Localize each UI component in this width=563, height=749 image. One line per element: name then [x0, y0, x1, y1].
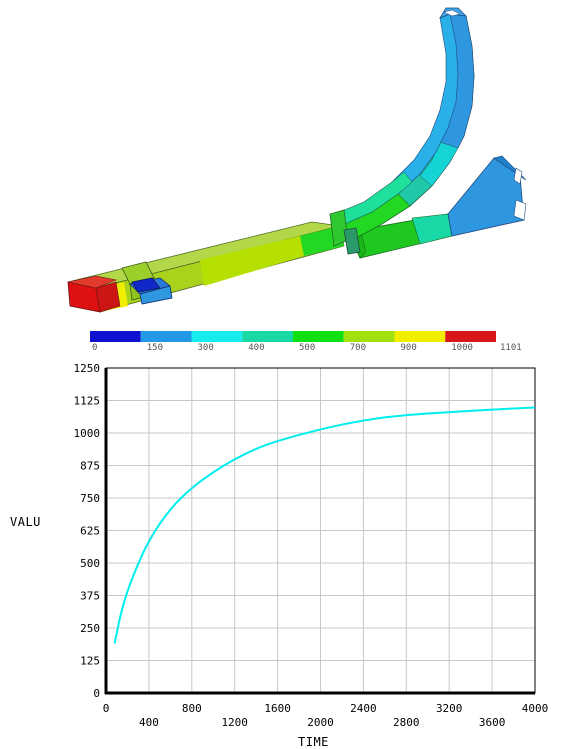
y-tick-label: 500 — [80, 557, 100, 570]
x-axis-title: TIME — [298, 735, 329, 749]
legend-label: 150 — [147, 343, 163, 353]
fe-contour-model — [67, 7, 527, 313]
legend-swatch — [90, 331, 141, 342]
x-tick-label: 1600 — [264, 702, 291, 715]
legend-label: 1000 — [451, 343, 473, 353]
y-tick-label: 125 — [80, 655, 100, 668]
x-tick-label: 1200 — [221, 716, 248, 729]
legend-label: 400 — [248, 343, 264, 353]
legend-swatch — [394, 331, 446, 342]
y-tick-label: 875 — [80, 460, 100, 473]
y-tick-label: 0 — [93, 687, 100, 700]
chart-grid — [106, 368, 535, 693]
y-tick-label: 250 — [80, 622, 100, 635]
y-tick-labels: 0 125 250 375 500 625 750 875 1000 1125 1250 — [74, 362, 101, 700]
x-tick-label: 2800 — [393, 716, 420, 729]
y-tick-label: 1125 — [74, 395, 101, 408]
curved-riser — [329, 7, 475, 241]
legend-labels: 0 150 300 400 500 700 900 1000 1101 — [92, 343, 522, 353]
legend-swatch — [242, 331, 293, 342]
angled-bracket — [347, 155, 527, 259]
y-tick-label: 1000 — [74, 427, 101, 440]
y-axis-title: VALU — [10, 515, 41, 529]
legend-swatch — [293, 331, 344, 342]
legend-swatches — [90, 331, 496, 342]
legend-swatch — [343, 331, 395, 342]
y-tick-label: 375 — [80, 590, 100, 603]
legend-label: 900 — [401, 343, 417, 353]
x-tick-label: 3200 — [436, 702, 463, 715]
legend-label: 300 — [198, 343, 214, 353]
x-tick-label: 2400 — [350, 702, 377, 715]
x-tick-label: 800 — [182, 702, 202, 715]
y-tick-label: 750 — [80, 492, 100, 505]
legend-swatch — [140, 331, 192, 342]
legend-label: 500 — [299, 343, 315, 353]
legend-swatch — [191, 331, 243, 342]
series-line — [113, 406, 536, 644]
x-tick-labels: 0 400 800 1200 1600 2000 2400 2800 3200 3600 4000 — [103, 702, 549, 729]
y-tick-label: 625 — [80, 525, 100, 538]
legend-label: 0 — [92, 343, 97, 353]
x-tick-label: 4000 — [522, 702, 549, 715]
legend-label: 700 — [350, 343, 366, 353]
main-beam — [67, 209, 361, 313]
x-tick-label: 2000 — [307, 716, 334, 729]
y-tick-label: 1250 — [74, 362, 101, 375]
legend-swatch — [445, 331, 496, 342]
x-tick-label: 3600 — [479, 716, 506, 729]
legend-label: 1101 — [500, 343, 522, 353]
color-legend: 0 150 300 400 500 700 900 1000 1101 — [90, 331, 522, 353]
x-tick-label: 400 — [139, 716, 159, 729]
series-group — [113, 406, 536, 644]
x-tick-label: 0 — [103, 702, 110, 715]
line-chart: 0 125 250 375 500 625 750 875 1000 1125 1250 0 400 8… — [10, 362, 549, 749]
